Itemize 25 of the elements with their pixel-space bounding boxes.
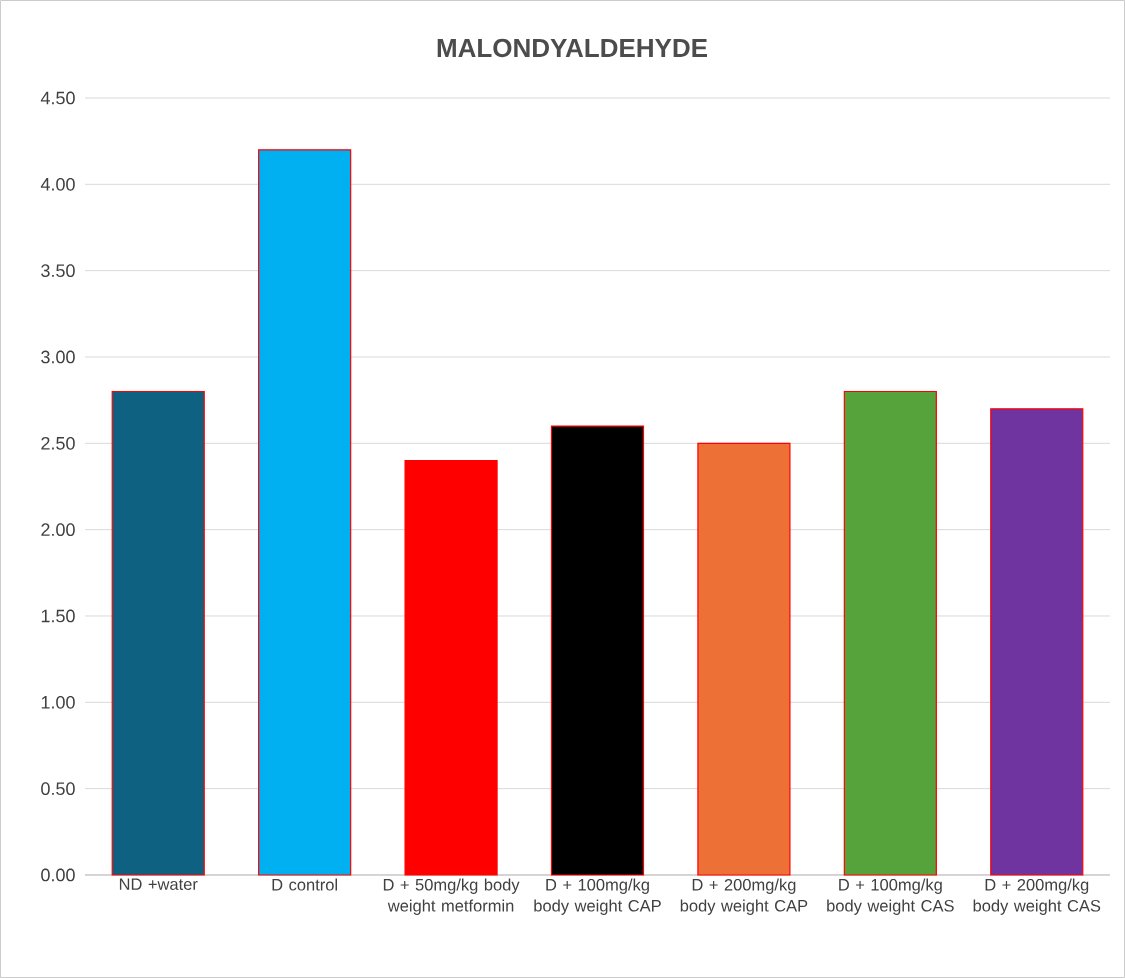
bar	[843, 390, 937, 876]
y-tick-label: 1.50	[41, 609, 75, 623]
y-tick-label: 3.00	[41, 350, 75, 364]
bar	[990, 408, 1084, 876]
x-tick-label: D control	[272, 878, 337, 891]
y-tick-label: 0.00	[41, 868, 75, 882]
x-tick-label: D + 100mg/kg body weight CAP	[534, 878, 661, 915]
bar	[258, 149, 352, 876]
bar	[111, 390, 205, 876]
x-tick-label: D + 200mg/kg body weight CAP	[680, 878, 808, 915]
y-tick-label: 3.50	[41, 264, 75, 278]
bar	[404, 459, 498, 876]
bar	[697, 442, 791, 876]
y-tick-label: 4.00	[40, 177, 75, 191]
x-tick-label: D + 50mg/kg body weight metformin	[383, 878, 520, 915]
y-tick-label: 2.00	[41, 523, 75, 537]
x-tick-label: D + 200mg/kg body weight CAS	[973, 878, 1101, 915]
y-tick-label: 4.50	[40, 91, 75, 105]
chart-title: MALONDYALDEHYDE	[437, 38, 708, 58]
bar	[550, 425, 645, 876]
y-tick-label: 0.50	[41, 782, 75, 796]
x-tick-label: D + 100mg/kg body weight CAS	[827, 878, 954, 915]
y-tick-label: 1.00	[41, 695, 75, 709]
y-tick-label: 2.50	[41, 436, 75, 450]
x-tick-label: ND +water	[119, 878, 198, 891]
